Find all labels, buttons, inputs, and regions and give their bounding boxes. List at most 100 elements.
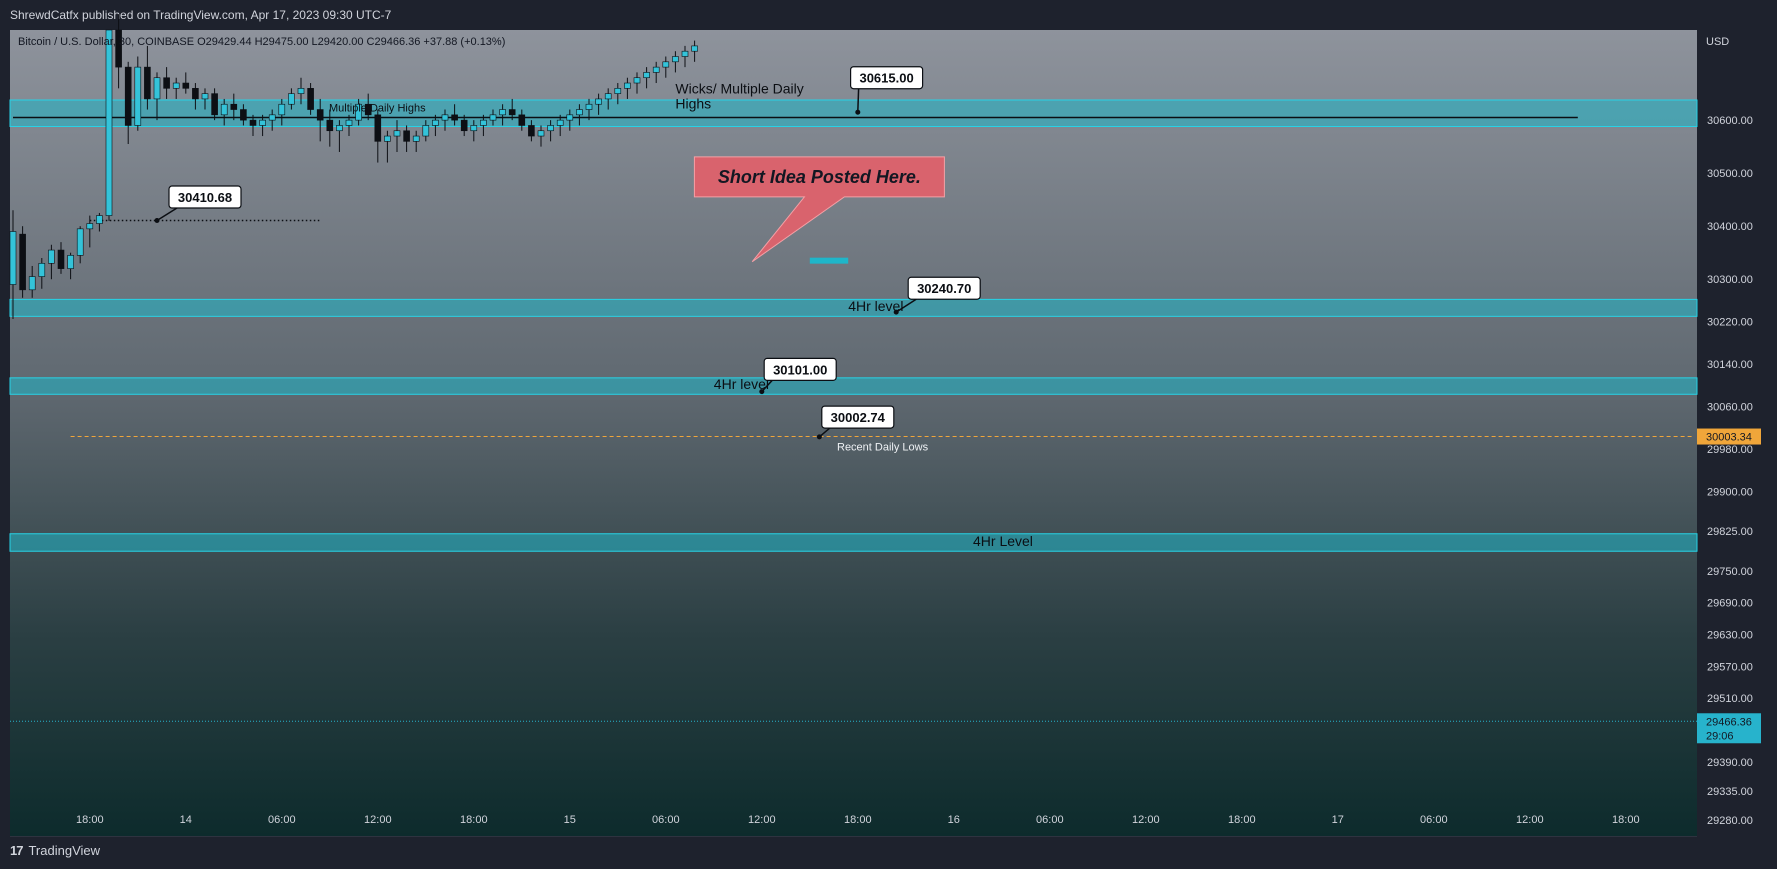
candle-body[interactable] <box>393 130 401 137</box>
candle-body[interactable] <box>288 93 295 105</box>
candle-body[interactable] <box>355 103 362 121</box>
candle-body[interactable] <box>374 114 382 142</box>
x-tick-label: 16 <box>948 814 960 826</box>
candle-body[interactable] <box>364 103 372 116</box>
candle-body[interactable] <box>595 98 602 105</box>
candle-body[interactable] <box>172 82 180 89</box>
candle-body[interactable] <box>547 125 554 132</box>
candle-body[interactable] <box>297 88 305 94</box>
candle-body[interactable] <box>268 114 276 121</box>
candle-body[interactable] <box>508 109 516 116</box>
candle-body[interactable] <box>19 233 26 291</box>
candle-body[interactable] <box>528 125 535 137</box>
y-tick-label: 29630.00 <box>1707 630 1753 642</box>
y-tick-label: 29900.00 <box>1707 486 1753 498</box>
tradingview-logo-text: TradingView <box>28 843 101 858</box>
x-tick-label: 06:00 <box>268 814 296 826</box>
candle-body[interactable] <box>249 119 257 126</box>
candle-body[interactable] <box>384 135 391 142</box>
candle-body[interactable] <box>460 119 468 132</box>
candle-body[interactable] <box>422 125 430 137</box>
candle-body[interactable] <box>470 125 478 132</box>
candle-body[interactable] <box>633 77 641 84</box>
price-label-text: 30410.68 <box>178 190 232 205</box>
candle-body[interactable] <box>691 45 698 52</box>
x-axis-baseline <box>10 836 1697 837</box>
candle-body[interactable] <box>76 228 84 256</box>
candle-body[interactable] <box>316 109 324 121</box>
candle-body[interactable] <box>144 66 151 100</box>
candle-body[interactable] <box>326 119 334 132</box>
sr-zone-2[interactable] <box>9 377 1698 395</box>
x-tick-label: 18:00 <box>1228 814 1256 826</box>
candle-body[interactable] <box>182 82 190 89</box>
candle-body[interactable] <box>211 93 218 116</box>
candle-body[interactable] <box>451 114 458 121</box>
candle-body[interactable] <box>163 77 170 89</box>
candle-body[interactable] <box>48 249 55 264</box>
price-badge-value: 29466.36 <box>1706 716 1752 728</box>
candle-body[interactable] <box>624 82 631 89</box>
short-entry-marker <box>809 257 849 264</box>
price-label-box[interactable] <box>168 185 242 209</box>
price-label-box[interactable] <box>849 66 924 90</box>
candle-body[interactable] <box>38 263 46 277</box>
candle-body[interactable] <box>192 88 199 100</box>
line-label: Recent Daily Lows <box>837 442 929 454</box>
candle-body[interactable] <box>105 29 113 216</box>
price-label-box[interactable] <box>763 357 837 381</box>
candle-body[interactable] <box>28 276 36 291</box>
candle-body[interactable] <box>518 114 526 126</box>
candle-body[interactable] <box>643 72 650 79</box>
sr-zone-1[interactable] <box>9 298 1698 317</box>
candle-body[interactable] <box>153 77 161 100</box>
candle-body[interactable] <box>499 109 506 116</box>
candle-body[interactable] <box>9 231 17 285</box>
candle-body[interactable] <box>585 103 593 110</box>
candle-body[interactable] <box>652 66 660 73</box>
candle-body[interactable] <box>604 93 612 100</box>
candle-body[interactable] <box>259 119 266 126</box>
candle-body[interactable] <box>134 66 142 126</box>
zone-label: 4Hr level <box>714 376 769 392</box>
candle-body[interactable] <box>57 249 65 269</box>
candle-body[interactable] <box>124 66 132 126</box>
callout-bubble[interactable] <box>693 156 945 263</box>
candle-body[interactable] <box>537 130 545 137</box>
candle-body[interactable] <box>201 93 209 100</box>
price-badge-recent-low <box>1697 428 1761 445</box>
x-tick-label: 12:00 <box>1516 814 1544 826</box>
candle-body[interactable] <box>672 56 679 63</box>
candle-body[interactable] <box>403 130 410 142</box>
candle-body[interactable] <box>115 29 122 68</box>
candle-body[interactable] <box>662 61 670 68</box>
sr-zone-3[interactable] <box>9 533 1698 552</box>
candle-body[interactable] <box>67 255 74 269</box>
price-label-anchor <box>855 109 861 115</box>
candle-body[interactable] <box>412 135 420 142</box>
candle-body[interactable] <box>86 223 94 230</box>
x-tick-label: 18:00 <box>460 814 488 826</box>
candle-body[interactable] <box>566 114 574 121</box>
candle-body[interactable] <box>441 114 449 121</box>
price-label-box[interactable] <box>907 276 981 300</box>
x-tick-label: 18:00 <box>1612 814 1640 826</box>
candle-body[interactable] <box>556 119 564 126</box>
candle-body[interactable] <box>230 103 238 110</box>
price-label-box[interactable] <box>821 405 895 429</box>
candle-body[interactable] <box>480 119 487 126</box>
candle-body[interactable] <box>614 88 622 94</box>
candle-body[interactable] <box>307 88 314 110</box>
candle-body[interactable] <box>432 119 439 126</box>
candle-body[interactable] <box>489 114 497 121</box>
candle-body[interactable] <box>336 125 343 132</box>
candle-body[interactable] <box>278 103 286 116</box>
candle-body[interactable] <box>220 103 228 116</box>
candle-body[interactable] <box>240 109 247 121</box>
tradingview-logo[interactable]: 17 TradingView <box>10 843 100 858</box>
candle-body[interactable] <box>345 119 353 126</box>
candle-body[interactable] <box>681 50 689 57</box>
candle-body[interactable] <box>576 109 583 116</box>
candle-body[interactable] <box>96 215 103 224</box>
